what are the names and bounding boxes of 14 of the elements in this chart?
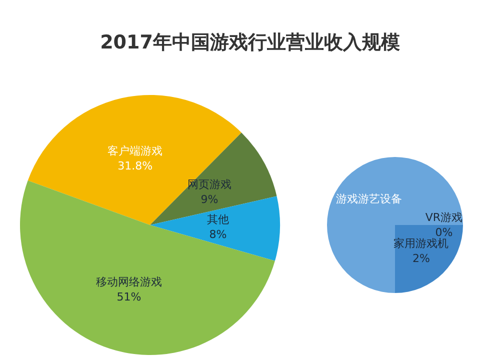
category-label: VR游戏 xyxy=(425,211,463,224)
slice-label: 移动网络游戏 xyxy=(96,276,162,289)
data-label: 51% xyxy=(116,290,142,304)
data-label: 31.8% xyxy=(118,160,153,173)
slice-label: 网页游戏 xyxy=(187,178,232,191)
slice-label: 家用游戏机 xyxy=(394,237,449,250)
slice-label: 其他 xyxy=(206,212,229,226)
slice-label: 游戏游艺设备 xyxy=(336,192,402,206)
data-label: 2% xyxy=(412,252,430,266)
data-label: 8% xyxy=(209,228,227,241)
chart-title: 2017年中国游戏行业营业收入规模 xyxy=(100,32,400,54)
data-label: 9% xyxy=(200,192,218,206)
slice-label: 客户端游戏 xyxy=(108,144,163,158)
text: 0% xyxy=(435,226,453,239)
